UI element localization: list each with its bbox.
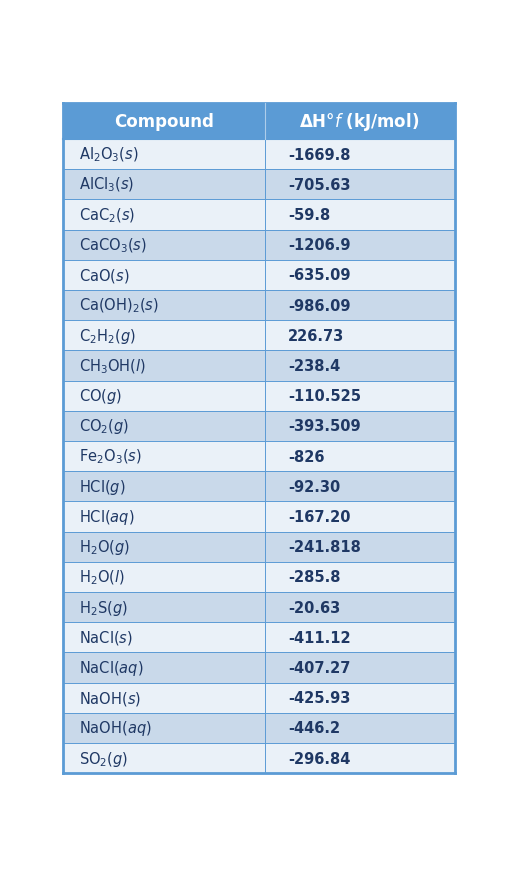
Text: Compound: Compound — [114, 113, 214, 131]
Text: $\mathrm{H_2S}(g)$: $\mathrm{H_2S}(g)$ — [79, 598, 128, 617]
Text: -1206.9: -1206.9 — [288, 238, 350, 253]
Text: $\mathrm{CaC_2}(s)$: $\mathrm{CaC_2}(s)$ — [79, 206, 135, 224]
Text: -110.525: -110.525 — [288, 388, 361, 404]
Text: $\mathrm{C_2H_2}(g)$: $\mathrm{C_2H_2}(g)$ — [79, 327, 136, 345]
Bar — [63, 321, 454, 351]
Bar — [63, 562, 454, 593]
Text: -92.30: -92.30 — [288, 480, 340, 494]
Text: -1669.8: -1669.8 — [288, 148, 350, 163]
Text: $\mathrm{H_2O}(\mathit{l})$: $\mathrm{H_2O}(\mathit{l})$ — [79, 568, 125, 587]
Text: -635.09: -635.09 — [288, 268, 350, 283]
Text: -238.4: -238.4 — [288, 359, 340, 374]
Bar — [63, 140, 454, 170]
Text: $\bf{\Delta H°\mathit{f}}$ $\bf{(kJ/mol)}$: $\bf{\Delta H°\mathit{f}}$ $\bf{(kJ/mol)… — [299, 111, 420, 133]
Bar — [63, 683, 454, 713]
Text: -986.09: -986.09 — [288, 298, 350, 313]
Bar — [63, 170, 454, 200]
Text: $\mathrm{Ca(OH)_2}(s)$: $\mathrm{Ca(OH)_2}(s)$ — [79, 296, 159, 315]
Text: $\mathrm{Fe_2O_3}(s)$: $\mathrm{Fe_2O_3}(s)$ — [79, 448, 142, 466]
Bar — [63, 622, 454, 653]
Text: $\mathrm{AlCl_3}(s)$: $\mathrm{AlCl_3}(s)$ — [79, 176, 134, 194]
Text: -425.93: -425.93 — [288, 691, 350, 706]
Bar — [63, 501, 454, 532]
Bar — [63, 261, 454, 290]
Text: $\mathrm{NaOH}(aq)$: $\mathrm{NaOH}(aq)$ — [79, 719, 152, 738]
Bar — [63, 200, 454, 230]
Bar — [63, 743, 454, 773]
Text: -20.63: -20.63 — [288, 600, 340, 615]
Text: -393.509: -393.509 — [288, 419, 361, 434]
Text: $\mathrm{HCl}(aq)$: $\mathrm{HCl}(aq)$ — [79, 507, 134, 527]
Text: $\mathrm{NaOH}(s)$: $\mathrm{NaOH}(s)$ — [79, 689, 141, 707]
Text: $\mathrm{CO}(g)$: $\mathrm{CO}(g)$ — [79, 387, 122, 406]
Text: $\mathrm{NaCl}(s)$: $\mathrm{NaCl}(s)$ — [79, 628, 133, 647]
Bar — [63, 381, 454, 411]
Text: 226.73: 226.73 — [288, 328, 344, 343]
Bar — [63, 653, 454, 683]
Text: $\mathrm{H_2O}(g)$: $\mathrm{H_2O}(g)$ — [79, 538, 130, 556]
Bar — [63, 472, 454, 501]
Text: -826: -826 — [288, 449, 325, 464]
Text: $\mathrm{NaCl}(aq)$: $\mathrm{NaCl}(aq)$ — [79, 659, 143, 677]
Text: -411.12: -411.12 — [288, 630, 351, 645]
Text: -705.63: -705.63 — [288, 177, 350, 193]
Bar — [63, 351, 454, 381]
Text: -285.8: -285.8 — [288, 570, 341, 585]
Text: -241.818: -241.818 — [288, 540, 361, 554]
Bar — [63, 104, 454, 140]
Bar — [63, 441, 454, 472]
Text: $\mathrm{CaO}(s)$: $\mathrm{CaO}(s)$ — [79, 267, 129, 284]
Text: $\mathrm{SO_2}(g)$: $\mathrm{SO_2}(g)$ — [79, 749, 128, 768]
Text: $\mathrm{Al_2O_3}(s)$: $\mathrm{Al_2O_3}(s)$ — [79, 146, 138, 164]
Text: -167.20: -167.20 — [288, 509, 350, 524]
Text: -296.84: -296.84 — [288, 751, 350, 766]
Text: $\mathrm{CH_3OH}(\mathit{l})$: $\mathrm{CH_3OH}(\mathit{l})$ — [79, 357, 146, 375]
Text: -407.27: -407.27 — [288, 660, 350, 675]
Text: $\mathrm{CaCO_3}(s)$: $\mathrm{CaCO_3}(s)$ — [79, 236, 146, 255]
Bar — [63, 713, 454, 743]
Bar — [63, 532, 454, 562]
Bar — [63, 290, 454, 321]
Bar — [63, 411, 454, 441]
Bar — [63, 593, 454, 622]
Text: -446.2: -446.2 — [288, 720, 340, 736]
Bar — [63, 230, 454, 261]
Text: $\mathrm{CO_2}(g)$: $\mathrm{CO_2}(g)$ — [79, 417, 129, 436]
Text: $\mathrm{HCl}(g)$: $\mathrm{HCl}(g)$ — [79, 477, 125, 496]
Text: -59.8: -59.8 — [288, 208, 330, 222]
